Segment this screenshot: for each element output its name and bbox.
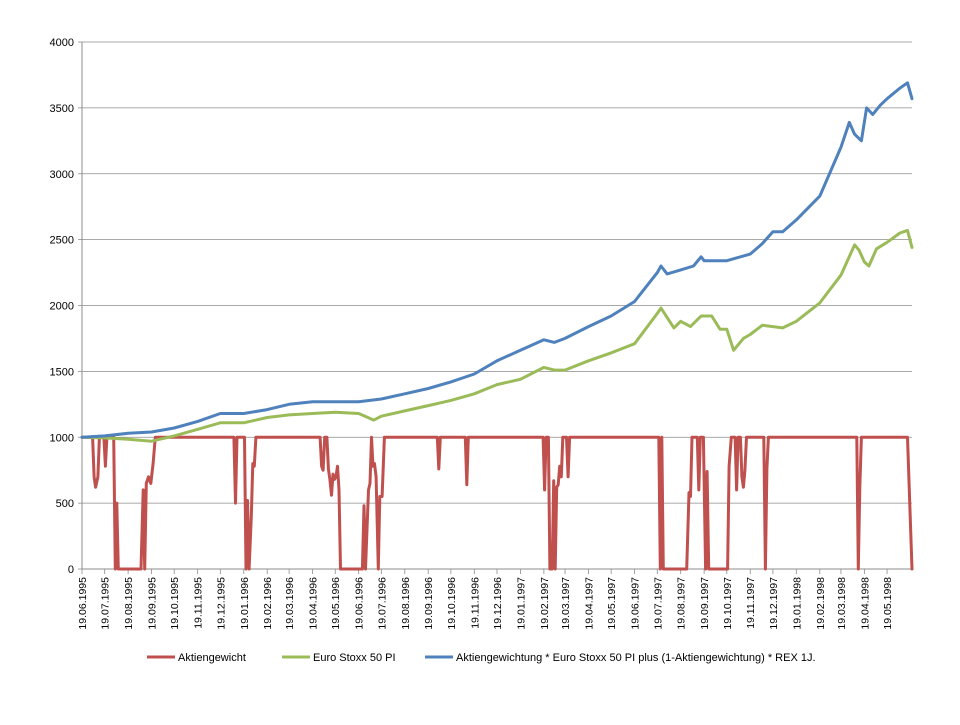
x-tick-label: 19.03.1998 [836,577,848,630]
x-tick-label: 19.07.1995 [100,577,112,630]
x-tick-label: 19.05.1996 [330,577,342,630]
y-tick-label: 0 [68,564,74,576]
y-tick-label: 4000 [50,37,74,49]
x-tick-label: 19.08.1995 [123,577,135,630]
x-tick-label: 19.07.1997 [652,577,664,630]
y-tick-label: 2500 [50,235,74,247]
x-tick-label: 19.09.1996 [423,577,435,630]
x-tick-label: 19.02.1996 [262,577,274,630]
x-tick-label: 19.06.1996 [354,577,366,630]
x-tick-label: 19.12.1996 [492,577,504,630]
x-tick-label: 19.11.1995 [193,577,205,629]
y-tick-label: 3500 [50,103,74,115]
legend-label-2: Euro Stoxx 50 PI [313,652,396,664]
x-tick-label: 19.12.1995 [215,577,227,630]
x-tick-label: 19.04.1997 [583,577,595,630]
y-tick-label: 500 [56,498,74,510]
legend-label-3: Aktiengewichtung * Euro Stoxx 50 PI plus… [456,652,816,664]
y-tick-label: 2000 [50,301,74,313]
y-tick-label: 3000 [50,169,74,181]
x-tick-label: 19.02.1997 [539,577,551,630]
x-tick-label: 19.05.1997 [606,577,618,630]
y-tick-label: 1500 [50,366,74,378]
x-tick-label: 19.11.1997 [745,577,757,629]
series-line-2 [80,228,914,443]
x-tick-label: 19.04.1996 [308,577,320,630]
x-tick-label: 19.12.1997 [768,577,780,630]
x-tick-label: 19.05.1998 [882,577,894,630]
x-tick-label: 19.10.1995 [169,577,181,630]
legend: Aktiengewicht Euro Stoxx 50 PI Aktiengewic… [147,652,816,664]
x-tick-label: 19.03.1997 [560,577,572,630]
x-tick-label: 19.02.1998 [815,577,827,630]
x-tick-label: 19.01.1998 [791,577,803,630]
x-tick-label: 19.08.1997 [676,577,688,630]
x-tick-label: 19.01.1997 [515,577,527,630]
x-tick-label: 19.10.1997 [722,577,734,630]
x-tick-label: 19.09.1997 [699,577,711,630]
x-tick-label: 19.06.1997 [630,577,642,630]
y-tick-label: 1000 [50,432,74,444]
x-tick-label: 19.11.1996 [469,577,481,629]
x-tick-label: 19.09.1995 [147,577,159,630]
axes: 0 500 1000 1500 2000 2500 3000 3500 4000 19.06.19… [50,37,912,630]
x-tick-label: 19.06.1995 [77,577,89,630]
x-tick-label: 19.01.1996 [239,577,251,630]
x-tick-label: 19.08.1996 [400,577,412,630]
x-tick-label: 19.10.1996 [446,577,458,630]
legend-label-1: Aktiengewicht [178,652,246,664]
series-line-3 [80,81,914,439]
series-lines [80,81,914,571]
series-line-1 [80,435,914,571]
x-tick-label: 19.04.1998 [859,577,871,630]
x-tick-label: 19.03.1996 [284,577,296,630]
x-tick-label: 19.07.1996 [376,577,388,630]
